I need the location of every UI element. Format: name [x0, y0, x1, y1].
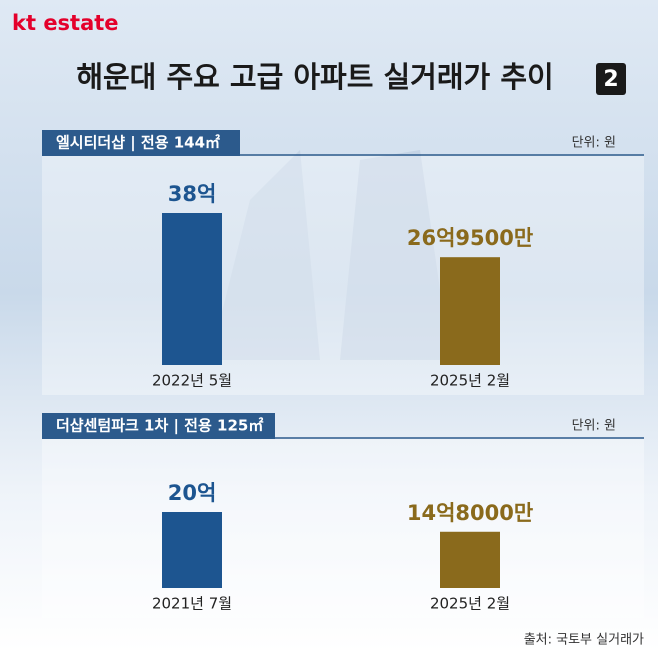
- title: 해운대 주요 고급 아파트 실거래가 추이: [76, 60, 553, 94]
- unit-label: 단위: 원: [572, 136, 616, 151]
- x-tick-label: 2025년 2월: [430, 372, 510, 390]
- building-shape: [340, 150, 450, 360]
- badge-box: [596, 63, 626, 95]
- plot-area: [42, 439, 644, 618]
- chart-title: 엘시티더샵 | 전용 144㎡: [56, 134, 220, 153]
- value-label: 20억: [168, 481, 217, 505]
- header-box: [42, 413, 275, 439]
- bar: [162, 213, 222, 365]
- bar: [440, 531, 500, 588]
- brand: kt estate: [12, 11, 119, 35]
- bar: [162, 512, 222, 588]
- unit-label: 단위: 원: [572, 419, 616, 434]
- chart-title: 더샵센텀파크 1차 | 전용 125㎡: [56, 417, 263, 436]
- plot-area: [42, 156, 644, 395]
- header-box: [42, 130, 240, 156]
- x-tick-label: 2021년 7월: [152, 595, 232, 613]
- badge: 2: [603, 67, 618, 92]
- bar: [440, 257, 500, 365]
- x-tick-label: 2025년 2월: [430, 595, 510, 613]
- value-label: 14억8000만: [407, 501, 533, 525]
- building-shape: [210, 150, 320, 360]
- value-label: 26억9500만: [407, 226, 533, 250]
- value-label: 38억: [168, 182, 217, 206]
- source: 출처: 국토부 실거래가: [524, 633, 644, 648]
- x-tick-label: 2022년 5월: [152, 372, 232, 390]
